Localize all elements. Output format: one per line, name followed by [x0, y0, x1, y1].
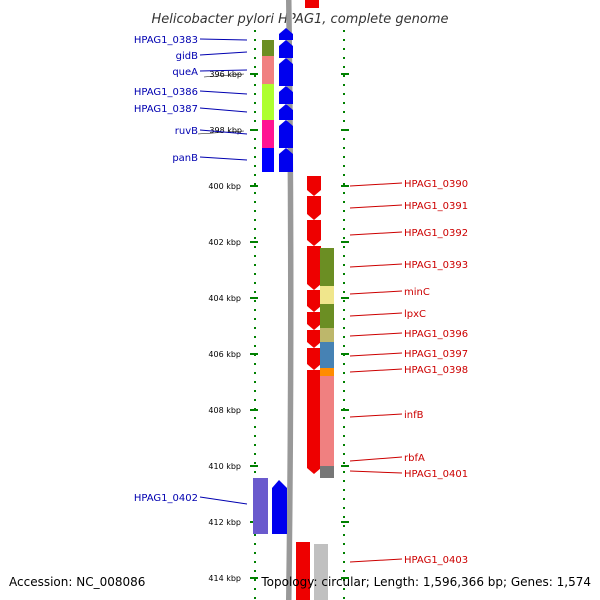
- right-leader-line: [349, 204, 403, 209]
- left-leader-line: [199, 51, 248, 56]
- function-color-box: [253, 478, 268, 534]
- gene-arrow-plus: [307, 246, 321, 290]
- right-leader-line: [349, 231, 403, 236]
- scale-layer: 396 kbp 398 kbp 400 kbp 402 kbp 404 kbp 406 k…: [197, 30, 349, 600]
- tick-label: 400 kbp: [208, 182, 241, 191]
- function-color-box: [320, 286, 334, 304]
- tick-label: 398 kbp: [209, 126, 242, 135]
- left-leader-line: [199, 38, 248, 41]
- function-color-box: [314, 544, 328, 600]
- gene-arrow-plus: [307, 330, 321, 348]
- function-color-box: [320, 342, 334, 368]
- gene-arrow-plus: [307, 312, 321, 330]
- left-leader-line: [199, 129, 248, 135]
- tick-label: 408 kbp: [208, 406, 241, 415]
- right-gene-label: HPAG1_0392: [404, 228, 468, 239]
- tick-label: 414 kbp: [208, 574, 241, 583]
- gene-arrow-plus: [307, 348, 321, 370]
- right-gene-label: HPAG1_0393: [404, 260, 468, 271]
- left-leader-line: [199, 107, 248, 113]
- right-leader-line: [349, 352, 403, 357]
- tick-pointer: [203, 73, 245, 78]
- function-color-box: [320, 248, 334, 286]
- right-gene-label: lpxC: [404, 309, 426, 320]
- left-gene-label: gidB: [176, 51, 198, 62]
- left-gene-label: HPAG1_0402: [134, 493, 198, 504]
- gene-arrow-plus: [305, 0, 319, 8]
- gene-arrow-plus: [307, 290, 321, 312]
- right-gene-label: HPAG1_0397: [404, 349, 468, 360]
- tick-label: 412 kbp: [208, 518, 241, 527]
- left-gene-label: queA: [172, 67, 198, 78]
- right-leader-line: [349, 332, 403, 337]
- right-gene-label: HPAG1_0396: [404, 329, 468, 340]
- left-features: [253, 28, 293, 534]
- tick-label: 396 kbp: [209, 70, 242, 79]
- right-leader-line: [349, 312, 403, 317]
- gene-arrow-minus: [279, 28, 293, 40]
- right-gene-label: HPAG1_0403: [404, 555, 468, 566]
- left-leader-line: [199, 69, 248, 72]
- function-color-box: [262, 84, 274, 120]
- gene-arrow-minus: [279, 120, 293, 148]
- gene-arrow-minus: [279, 40, 293, 58]
- function-color-box: [320, 368, 334, 376]
- function-color-box: [262, 56, 274, 84]
- function-color-box: [320, 328, 334, 342]
- function-color-box: [262, 148, 274, 172]
- right-leader-line: [349, 413, 403, 418]
- right-gene-label: HPAG1_0390: [404, 179, 468, 190]
- right-leader-line: [349, 368, 403, 373]
- function-color-box: [320, 304, 334, 328]
- gene-arrow-minus: [279, 148, 293, 172]
- right-gene-label: infB: [404, 410, 424, 421]
- gene-arrow-plus: [307, 176, 321, 196]
- gene-arrow-minus: [279, 58, 293, 86]
- left-gene-label: HPAG1_0387: [134, 104, 198, 115]
- right-leader-line: [349, 182, 403, 187]
- left-gene-label: panB: [172, 153, 198, 164]
- right-gene-label: HPAG1_0391: [404, 201, 468, 212]
- gene-arrow-plus: [307, 370, 321, 474]
- right-features: [296, 0, 334, 600]
- tick-label: 406 kbp: [208, 350, 241, 359]
- right-leader-line: [349, 558, 403, 563]
- right-leader-line: [349, 456, 403, 462]
- topology-text: Topology: circular; Length: 1,596,366 bp…: [260, 575, 591, 589]
- tick-label: 410 kbp: [208, 462, 241, 471]
- gene-arrow-minus: [279, 104, 293, 120]
- left-leader-line: [199, 496, 248, 505]
- right-leader-line: [349, 470, 403, 474]
- gene-arrow-plus: [296, 542, 310, 600]
- tick-label: 402 kbp: [208, 238, 241, 247]
- left-leader-line: [199, 90, 248, 95]
- left-gene-label: HPAG1_0386: [134, 87, 198, 98]
- gene-arrow-minus: [279, 86, 293, 104]
- function-color-box: [262, 120, 274, 148]
- right-leader-line: [349, 263, 403, 268]
- accession-text: Accession: NC_008086: [9, 575, 145, 589]
- left-gene-label: ruvB: [175, 126, 198, 137]
- right-gene-label: rbfA: [404, 453, 425, 464]
- gene-arrow-minus: [272, 480, 287, 534]
- left-gene-label: HPAG1_0383: [134, 35, 198, 46]
- tick-label: 404 kbp: [208, 294, 241, 303]
- right-gene-label: minC: [404, 287, 430, 298]
- map-title: Helicobacter pylori HPAG1, complete geno…: [151, 12, 448, 27]
- right-gene-label: HPAG1_0401: [404, 469, 468, 480]
- function-color-box: [320, 376, 334, 466]
- right-gene-label: HPAG1_0398: [404, 365, 468, 376]
- tick-pointer: [197, 130, 245, 135]
- right-leader-line: [349, 290, 403, 295]
- labels-layer: HPAG1_0383 gidB queA HPAG1_0386 HPAG1_0387ru…: [134, 35, 468, 566]
- function-color-box: [262, 40, 274, 56]
- left-leader-line: [199, 156, 248, 161]
- gene-arrow-plus: [307, 220, 321, 246]
- gene-arrow-plus: [307, 196, 321, 220]
- function-color-box: [320, 466, 334, 478]
